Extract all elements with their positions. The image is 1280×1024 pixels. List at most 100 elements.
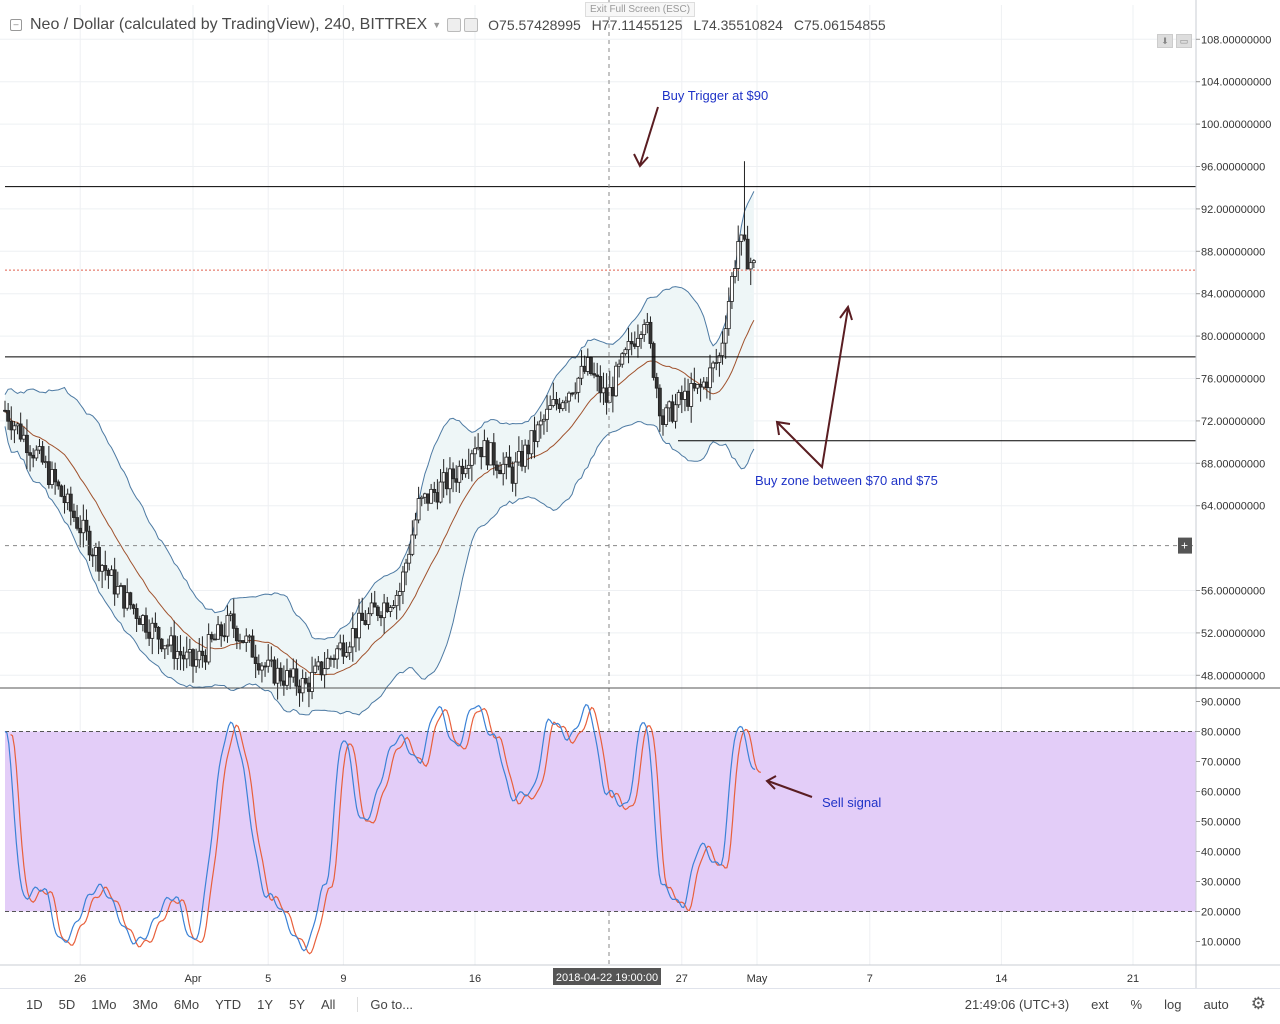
candle-body [59,485,64,497]
candle-body [422,493,427,498]
candle-body [670,401,675,422]
auto-toggle[interactable]: auto [1203,996,1229,1012]
candle-body [78,527,83,534]
price-tick-label: 80.00000000 [1201,331,1265,343]
candle-body [419,496,424,499]
candle-body [153,622,158,628]
candle-body [272,659,277,684]
candle-body [25,434,29,454]
candle-body [263,665,267,668]
collapse-legend-icon[interactable]: – [10,19,22,31]
gear-icon[interactable]: ⚙ [1250,994,1266,1013]
time-tick-label: 16 [469,973,481,985]
candle-body [582,365,587,372]
candle-body [513,461,518,484]
axes: 108.00000000 104.00000000 100.00000000 96.0… [0,0,1280,988]
candle-body [93,546,98,556]
candle-body [332,658,336,660]
candle-body [225,615,230,637]
tf-5y[interactable]: 5Y [289,996,305,1012]
candle-body [642,324,647,336]
candle-body [253,656,258,664]
maximize-pane-icon[interactable]: ▭ [1176,34,1192,48]
candle-body [247,635,252,638]
candle-body [100,565,105,572]
candle-body [369,602,374,615]
candle-body [548,405,553,410]
candle-body [28,452,32,456]
buy-trigger-label[interactable]: Buy Trigger at $90 [662,88,768,103]
time-tick-label: 27 [676,973,688,985]
candle-body [234,627,239,642]
candle-body [285,670,289,686]
candle-body [473,448,477,455]
tf-1d[interactable]: 1D [26,996,43,1012]
candle-body [692,383,697,389]
candle-body [325,657,330,669]
candle-body [560,402,565,410]
tf-ytd[interactable]: YTD [215,996,242,1012]
candle-body [46,461,51,485]
candle-body [266,659,271,667]
candle-body [350,628,355,648]
move-pane-down-icon[interactable]: ⬇ [1157,34,1173,48]
annotation-arrows[interactable] [633,106,853,798]
time-tick-label: 26 [74,973,86,985]
tf-1y[interactable]: 1Y [257,996,274,1012]
candle-body [275,667,280,684]
tf-5d[interactable]: 5D [58,996,76,1012]
candle-body [162,645,167,650]
sell-signal-label[interactable]: Sell signal [822,795,881,810]
candle-body [589,357,593,375]
candle-body [197,650,202,661]
candle-body [3,409,7,412]
sell-signal-arrow[interactable] [767,780,813,798]
buy-zone-arrow-head-up [839,304,853,321]
log-toggle[interactable]: log [1164,996,1182,1012]
candle-body [469,453,474,466]
candle-body [623,349,628,355]
candle-body [68,493,73,512]
candle-body [654,377,659,389]
buy-zone-label[interactable]: Buy zone between $70 and $75 [755,473,938,488]
candle-body [695,383,700,389]
candle-body [200,650,205,656]
candle-body [476,446,481,450]
percent-toggle[interactable]: % [1130,996,1143,1012]
candle-body [485,440,490,466]
candle-body [570,392,575,395]
eye-icon[interactable] [464,18,479,32]
clock[interactable]: 21:49:06 (UTC+3) [964,996,1070,1012]
tf-all[interactable]: All [320,996,336,1012]
candle-body [529,430,534,455]
candle-body [172,635,177,659]
exit-fullscreen-button[interactable]: Exit Full Screen (ESC) [585,2,696,17]
buy-trigger-arrow[interactable] [639,106,659,166]
candle-body [313,665,318,673]
chevron-down-icon[interactable]: ▼ [432,20,442,30]
candle-body [175,651,180,659]
symbol-title[interactable]: Neo / Dollar (calculated by TradingView)… [30,16,428,33]
settings-icon[interactable] [447,18,462,32]
candle-body [250,635,255,658]
bollinger-basis [4,319,755,676]
candle-body [751,260,756,264]
tf-1mo[interactable]: 1Mo [91,996,117,1012]
ext-toggle[interactable]: ext [1091,996,1109,1012]
stoch-tick-label: 30.0000 [1201,877,1241,889]
candle-body [87,530,92,556]
candle-body [554,399,559,405]
stoch-tick-label: 70.0000 [1201,757,1241,769]
candle-body [216,624,220,640]
candle-body [598,376,603,394]
goto-button[interactable]: Go to... [357,996,413,1012]
buy-zone-arrows[interactable] [777,307,849,470]
candle-body [363,620,368,625]
candle-body [213,638,217,641]
tf-3mo[interactable]: 3Mo [132,996,158,1012]
tf-6mo[interactable]: 6Mo [173,996,200,1012]
candle-body [43,461,48,464]
time-tick-label: Apr [184,973,201,985]
candle-body [748,262,753,270]
